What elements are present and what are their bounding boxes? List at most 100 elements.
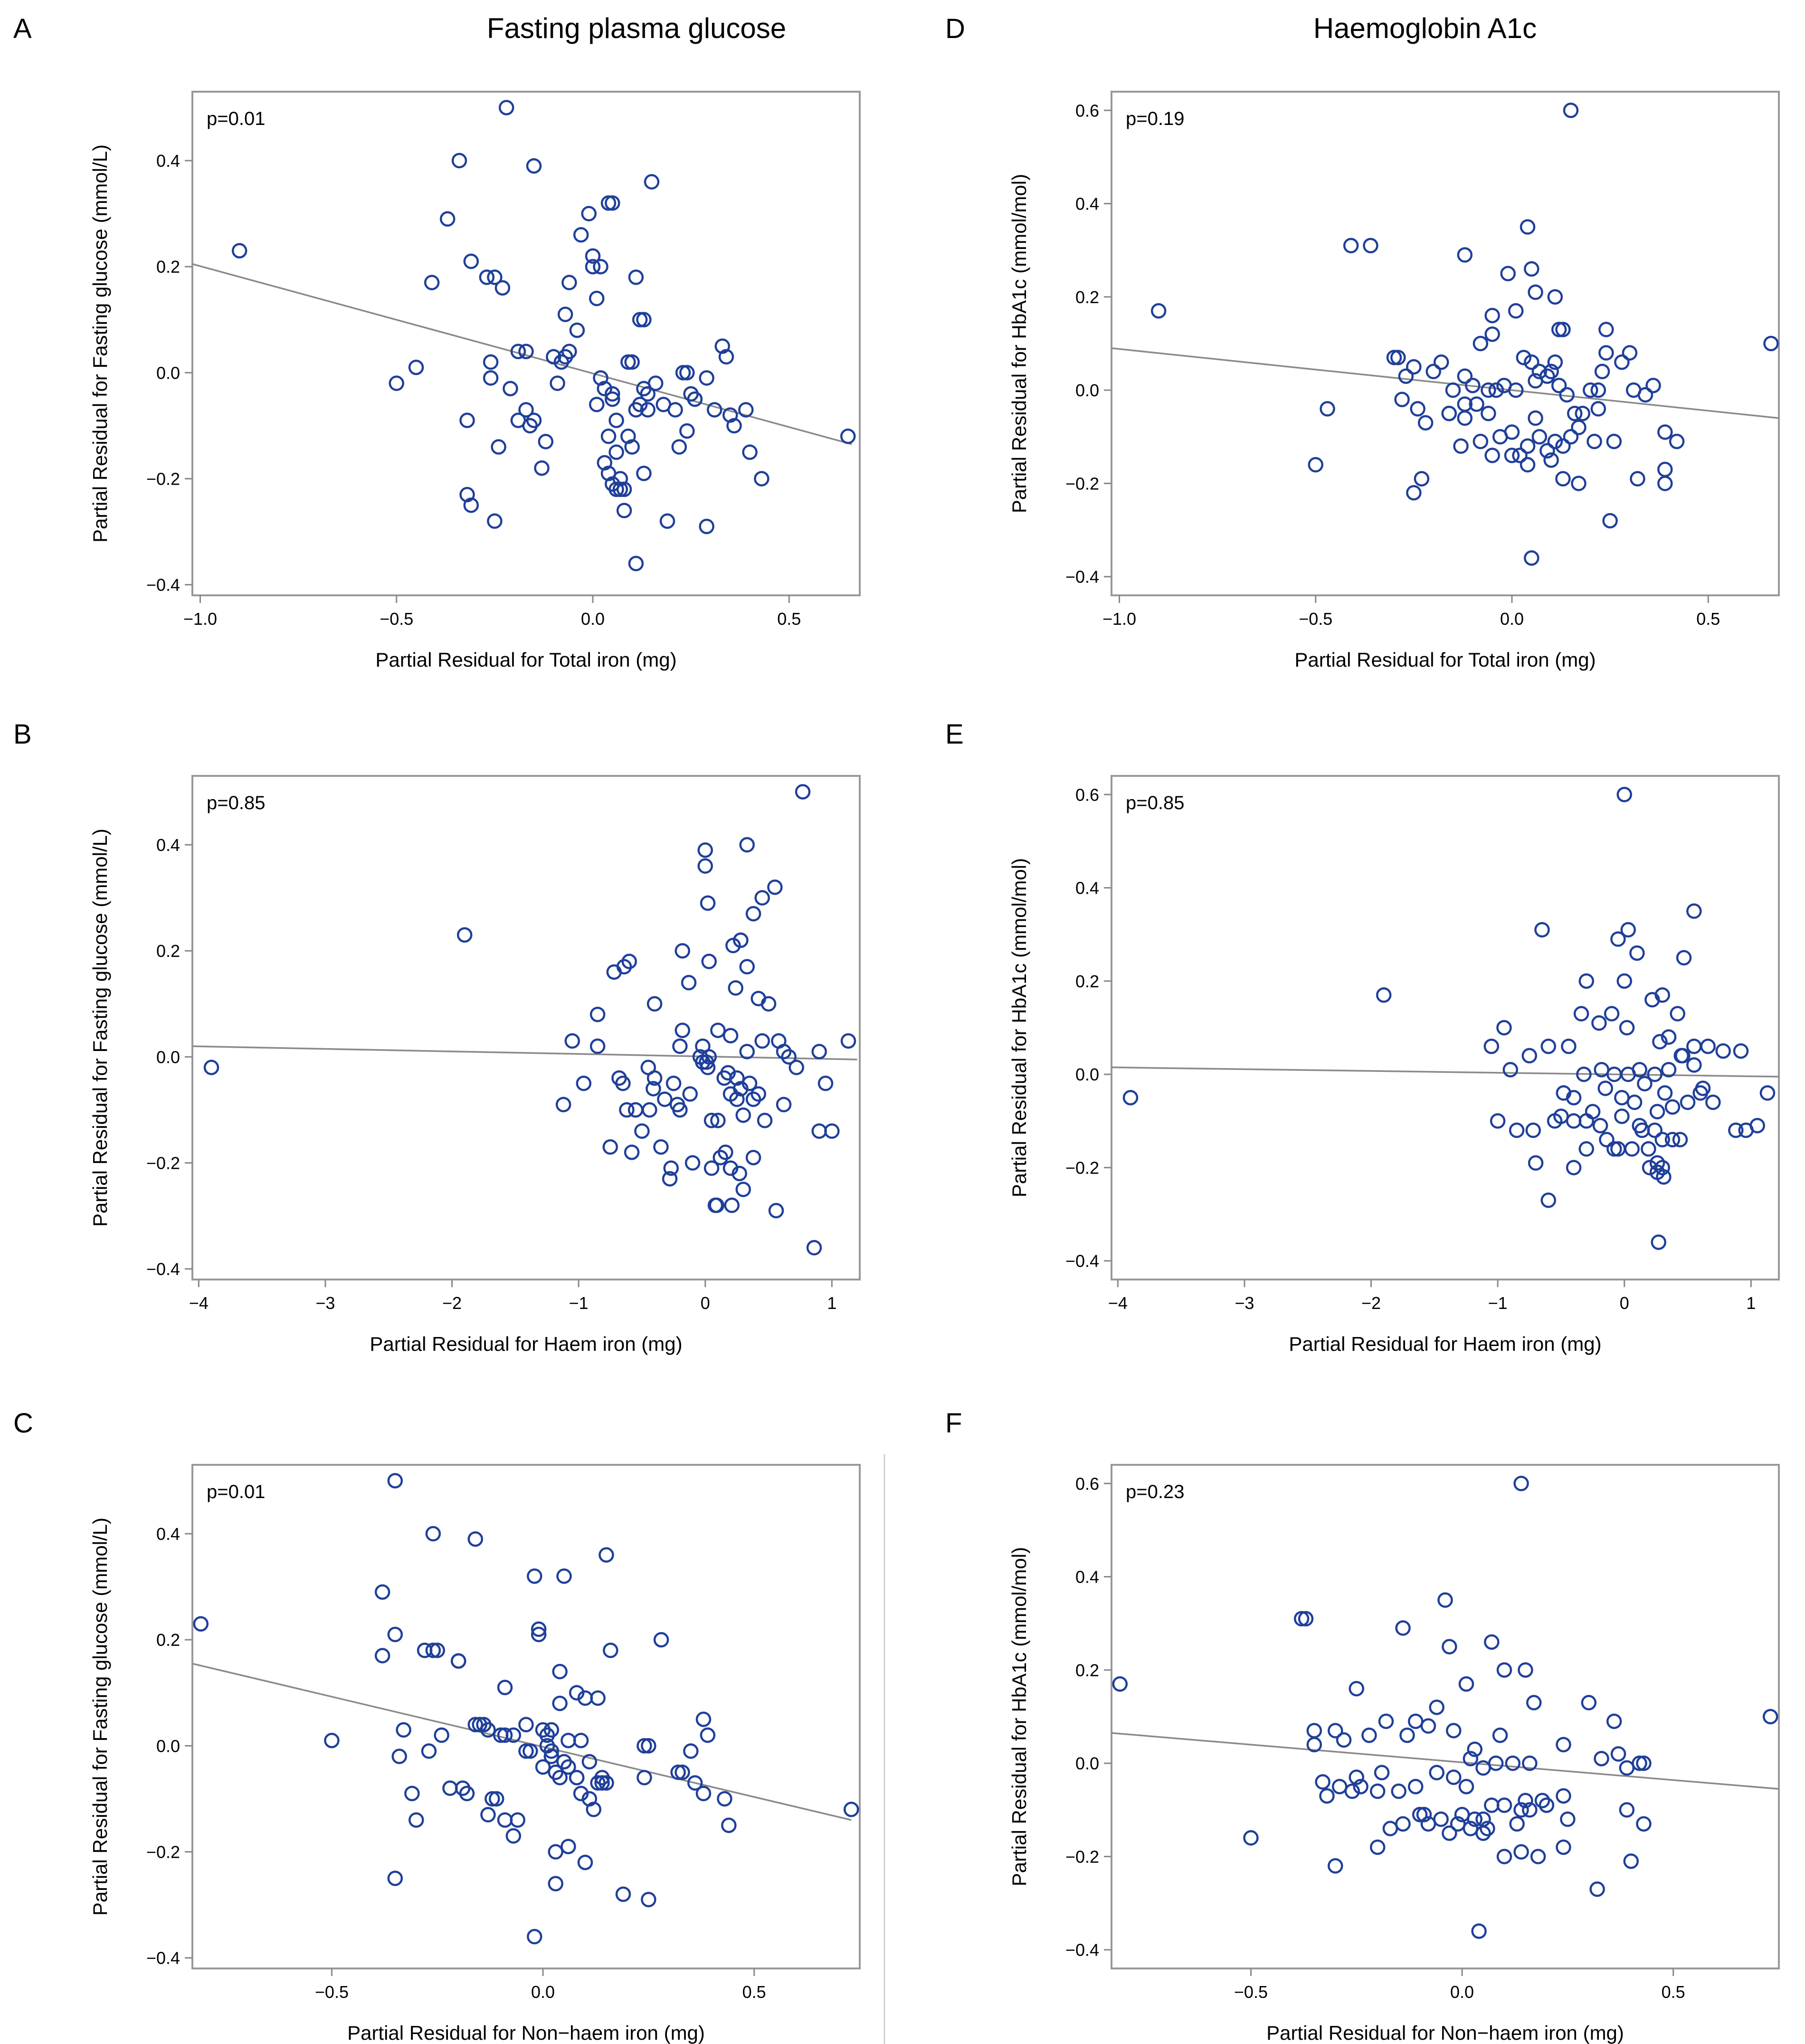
data-point	[1378, 1713, 1394, 1729]
data-point	[671, 439, 687, 455]
data-point	[1382, 1821, 1398, 1836]
data-point	[1522, 1755, 1538, 1771]
data-point	[1243, 1830, 1259, 1846]
y-tick-label: 0.2	[1075, 1661, 1099, 1680]
x-axis-label: Partial Residual for Non−haem iron (mg)	[347, 2022, 705, 2044]
data-point	[1399, 1728, 1415, 1743]
data-point	[1349, 1681, 1365, 1697]
data-point	[451, 153, 467, 169]
data-point	[653, 1139, 669, 1155]
data-point	[1672, 1132, 1688, 1147]
data-point	[1492, 1728, 1508, 1743]
data-point	[1585, 1104, 1601, 1119]
data-point	[552, 1663, 568, 1680]
x-tick-label: 0.0	[1500, 609, 1524, 629]
x-tick-label: 0.5	[777, 609, 801, 629]
data-point	[687, 391, 703, 407]
data-point	[735, 1182, 751, 1197]
data-point	[1524, 354, 1539, 370]
data-point	[675, 365, 691, 381]
data-point	[569, 1685, 585, 1701]
data-point	[1528, 410, 1543, 426]
data-point	[1518, 1793, 1533, 1808]
data-point	[806, 1240, 822, 1256]
data-point	[497, 1727, 513, 1743]
y-tick-label: −0.4	[1065, 567, 1099, 587]
scatter-panel-e: −4 −3 −2 −1 0 1 −0.4 −0.2 0.0 0.2 0.4 0.6 Partial Re…	[1008, 775, 1780, 1355]
data-point	[1475, 1760, 1491, 1776]
panel-letter: A	[13, 13, 32, 44]
data-point	[1343, 238, 1359, 254]
data-point	[670, 1764, 686, 1780]
data-point	[695, 1786, 712, 1802]
x-tick-label: 0	[701, 1293, 710, 1313]
x-tick-label: −4	[189, 1293, 209, 1313]
data-point	[497, 1680, 513, 1695]
data-point	[710, 1022, 726, 1038]
data-point	[612, 471, 628, 487]
x-axis-label: Partial Residual for Total iron (mg)	[1294, 649, 1596, 671]
data-point	[603, 1643, 618, 1658]
data-point	[745, 1091, 761, 1107]
data-point	[1551, 322, 1567, 337]
data-point	[589, 290, 605, 306]
data-point	[503, 381, 518, 397]
data-point	[518, 344, 534, 359]
data-point	[1664, 1132, 1681, 1147]
data-point	[531, 1626, 547, 1643]
data-point	[1509, 1122, 1525, 1138]
data-point	[1563, 103, 1579, 118]
data-point	[1453, 438, 1469, 454]
data-point	[1446, 1769, 1462, 1785]
data-point	[518, 1717, 534, 1732]
data-point	[739, 837, 755, 853]
data-point	[616, 481, 632, 497]
data-point	[1454, 1806, 1470, 1823]
data-point	[1150, 303, 1167, 319]
x-axis-label: Partial Residual for Haem iron (mg)	[370, 1333, 682, 1355]
data-point	[1391, 1783, 1406, 1799]
data-point	[1637, 1076, 1653, 1092]
data-point	[768, 1203, 784, 1219]
data-point	[564, 1033, 580, 1049]
data-point	[561, 344, 577, 359]
data-point	[494, 280, 511, 296]
data-point	[1480, 1821, 1495, 1836]
data-point	[526, 412, 542, 429]
y-tick-label: −0.2	[1065, 1158, 1099, 1177]
data-point	[1657, 476, 1673, 491]
data-point	[1521, 1048, 1538, 1064]
data-point	[1578, 973, 1595, 989]
data-point	[663, 1160, 679, 1176]
data-point	[703, 1113, 720, 1128]
data-point	[505, 1727, 522, 1743]
data-point	[1526, 1695, 1542, 1710]
data-point	[612, 481, 628, 497]
data-point	[483, 370, 499, 386]
data-point	[1649, 1165, 1665, 1180]
x-tick-label: −1.0	[1102, 609, 1136, 629]
data-point	[729, 1070, 745, 1086]
data-point	[489, 1791, 504, 1807]
data-point	[1433, 354, 1449, 370]
data-point	[1490, 1113, 1506, 1129]
data-point	[739, 959, 755, 974]
data-point	[600, 195, 617, 211]
data-point	[646, 996, 663, 1012]
x-tick-label: −4	[1108, 1293, 1128, 1313]
data-point	[1555, 322, 1571, 337]
data-point	[701, 1049, 717, 1065]
data-point	[665, 1075, 682, 1091]
data-point	[1664, 1099, 1681, 1115]
x-tick-label: 0.5	[742, 1982, 766, 2002]
data-point	[396, 1722, 411, 1738]
data-point	[421, 1743, 437, 1759]
data-point	[750, 1086, 766, 1102]
data-point	[483, 354, 499, 370]
data-point	[684, 1155, 701, 1171]
data-point	[527, 1568, 542, 1584]
data-point	[1122, 1089, 1139, 1106]
y-axis-label: Partial Residual for Fasting glucose (mm…	[89, 144, 111, 543]
data-point	[569, 322, 585, 338]
data-point	[700, 895, 716, 911]
